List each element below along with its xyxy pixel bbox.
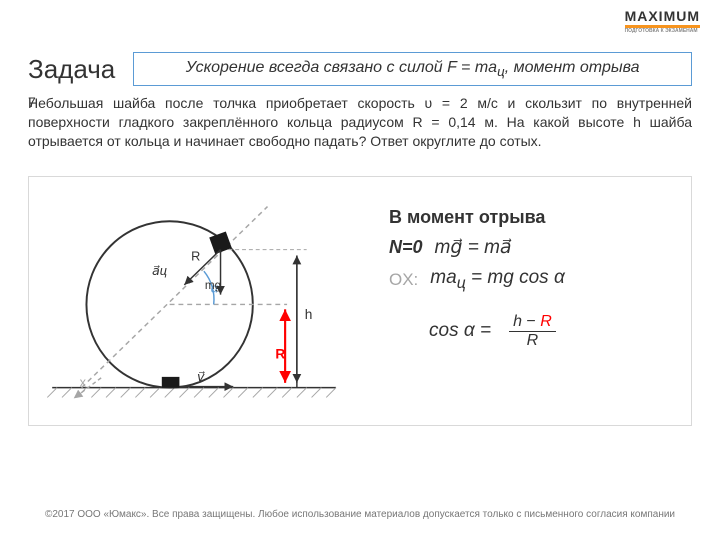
mg-label: mg	[205, 279, 221, 292]
frac-denominator: R	[509, 331, 556, 350]
eq-ox: maц = mg cos α	[430, 267, 565, 293]
logo-subtitle: ПОДГОТОВКА К ЭКЗАМЕНАМ	[625, 28, 700, 34]
hint-box: Ускорение всегда связано с силой F = maц…	[133, 52, 692, 86]
eq-fraction: h − R R	[509, 313, 556, 350]
R-red-label: R	[275, 346, 285, 361]
ox-label: OX:	[389, 270, 418, 290]
content-box: α mg a⃗ц R v⃗ x h R В момент отрыва N=0 …	[28, 176, 692, 426]
h-label: h	[305, 307, 313, 322]
R-radius-label: R	[191, 248, 200, 263]
brand-logo: MAXIMUM ПОДГОТОВКА К ЭКЗАМЕНАМ	[625, 8, 700, 34]
eq-cos-left: cos α =	[429, 320, 491, 342]
problem-text: Небольшая шайба после толчка приобретает…	[28, 94, 692, 151]
moment-header: В момент отрыва	[389, 207, 671, 228]
physics-diagram: α mg a⃗ц R v⃗ x h R	[39, 187, 359, 417]
equations-block: В момент отрыва N=0 mg⃗ = ma⃗ OX: maц = …	[389, 207, 671, 358]
logo-text: MAXIMUM	[625, 8, 700, 24]
ac-label: a⃗ц	[152, 263, 167, 278]
title-row: Задача Ускорение всегда связано с силой …	[28, 52, 692, 86]
hint-text: Ускорение всегда связано с силой F = maц…	[186, 59, 640, 76]
eq-mg-ma: mg⃗ = ma⃗	[435, 236, 512, 259]
v-label: v⃗	[197, 369, 205, 384]
n-zero: N=0	[389, 237, 423, 258]
footer-copyright: ©2017 ООО «Юмакс». Все права защищены. Л…	[0, 509, 720, 520]
x-axis-label: x	[80, 375, 87, 390]
task-title: Задача	[28, 54, 115, 85]
frac-numerator: h − R	[509, 313, 556, 331]
